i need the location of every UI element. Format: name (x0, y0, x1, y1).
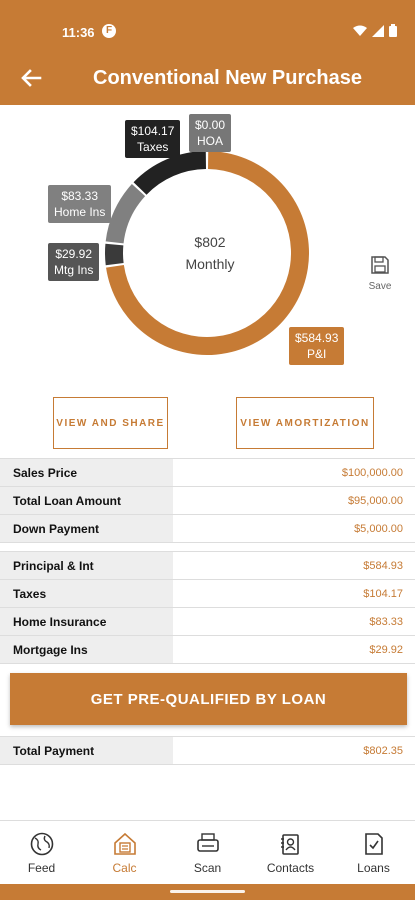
callout-mtg-ins-name: Mtg Ins (54, 263, 94, 277)
save-icon (371, 256, 389, 274)
status-time: 11:36 (62, 25, 95, 40)
chart-center: $802 Monthly (150, 231, 270, 275)
row-value: $104.17 (173, 580, 415, 607)
callout-hoa-name: HOA (197, 134, 224, 148)
donut-chart (105, 151, 309, 355)
globe-icon (30, 832, 53, 856)
row-value: $802.35 (173, 737, 415, 764)
signal-icon (372, 24, 384, 37)
tab-loans[interactable]: Loans (332, 821, 415, 884)
table-row: Taxes $104.17 (0, 580, 415, 608)
callout-pi-value: $584.93 (295, 331, 339, 345)
save-label: Save (368, 281, 392, 292)
row-label: Sales Price (0, 459, 173, 486)
row-value: $584.93 (173, 552, 415, 579)
row-label: Total Payment (0, 737, 173, 764)
app-bar: Conventional New Purchase (0, 55, 415, 105)
payment-breakdown-chart: $802 Monthly $104.17 Taxes $0.00 HOA $83… (0, 105, 415, 390)
donut-slice-home-ins (105, 183, 146, 244)
row-value: $95,000.00 (173, 487, 415, 514)
row-value: $29.92 (173, 636, 415, 663)
status-bar: 11:36 F (0, 0, 415, 62)
chart-center-value: $802 (194, 234, 226, 250)
tab-scan[interactable]: Scan (166, 821, 249, 884)
tab-contacts[interactable]: Contacts (249, 821, 332, 884)
row-label: Principal & Int (0, 552, 173, 579)
loan-summary-table: Sales Price $100,000.00 Total Loan Amoun… (0, 458, 415, 543)
bottom-tab-bar: Feed Calc Scan Contacts Loans (0, 820, 415, 884)
donut-slice-mtg-ins (105, 243, 124, 266)
row-label: Mortgage Ins (0, 636, 173, 663)
donut-slice-taxes (133, 151, 206, 195)
row-label: Home Insurance (0, 608, 173, 635)
get-prequalified-button[interactable]: GET PRE-QUALIFIED BY LOAN (10, 673, 407, 725)
system-nav-bar (0, 884, 415, 900)
table-row: Total Payment $802.35 (0, 737, 415, 765)
callout-pi: $584.93 P&I (289, 327, 345, 365)
row-label: Taxes (0, 580, 173, 607)
page-title: Conventional New Purchase (93, 67, 362, 89)
total-payment-table: Total Payment $802.35 (0, 736, 415, 765)
callout-taxes: $104.17 Taxes (125, 120, 181, 158)
chart-center-label: Monthly (185, 256, 235, 272)
table-row: Sales Price $100,000.00 (0, 459, 415, 487)
contacts-icon (280, 834, 299, 855)
view-and-share-button[interactable]: VIEW AND SHARE (53, 397, 168, 449)
tab-label: Scan (193, 861, 222, 875)
row-label: Down Payment (0, 515, 173, 542)
table-row: Total Loan Amount $95,000.00 (0, 487, 415, 515)
back-arrow-icon[interactable] (18, 65, 44, 91)
row-value: $100,000.00 (173, 459, 415, 486)
app-notification-icon: F (102, 24, 116, 38)
callout-taxes-name: Taxes (137, 140, 169, 154)
tab-label: Feed (27, 861, 56, 875)
system-icons (353, 24, 397, 37)
save-button[interactable]: Save (365, 255, 395, 292)
table-row: Home Insurance $83.33 (0, 608, 415, 636)
callout-taxes-value: $104.17 (131, 124, 175, 138)
callout-mtg-ins: $29.92 Mtg Ins (48, 243, 100, 281)
tab-feed[interactable]: Feed (0, 821, 83, 884)
callout-home-ins-value: $83.33 (61, 189, 99, 203)
wifi-icon (353, 25, 367, 36)
battery-icon (389, 24, 397, 37)
tab-label: Contacts (266, 861, 315, 875)
tab-label: Calc (112, 861, 137, 875)
home-indicator (170, 890, 245, 893)
callout-home-ins: $83.33 Home Ins (48, 185, 112, 223)
payment-breakdown-table: Principal & Int $584.93 Taxes $104.17 Ho… (0, 551, 415, 664)
row-value: $83.33 (173, 608, 415, 635)
calculator-house-icon (113, 832, 136, 855)
tab-label: Loans (357, 861, 390, 875)
callout-mtg-ins-value: $29.92 (55, 247, 93, 261)
callout-hoa-value: $0.00 (195, 118, 226, 132)
table-row: Principal & Int $584.93 (0, 552, 415, 580)
view-amortization-button[interactable]: VIEW AMORTIZATION (236, 397, 374, 449)
scanner-icon (196, 833, 219, 852)
row-value: $5,000.00 (173, 515, 415, 542)
row-label: Total Loan Amount (0, 487, 173, 514)
table-row: Mortgage Ins $29.92 (0, 636, 415, 664)
document-check-icon (364, 833, 383, 855)
callout-hoa: $0.00 HOA (189, 114, 232, 152)
table-row: Down Payment $5,000.00 (0, 515, 415, 543)
tab-calc[interactable]: Calc (83, 821, 166, 884)
callout-home-ins-name: Home Ins (54, 205, 106, 219)
callout-pi-name: P&I (307, 347, 327, 361)
